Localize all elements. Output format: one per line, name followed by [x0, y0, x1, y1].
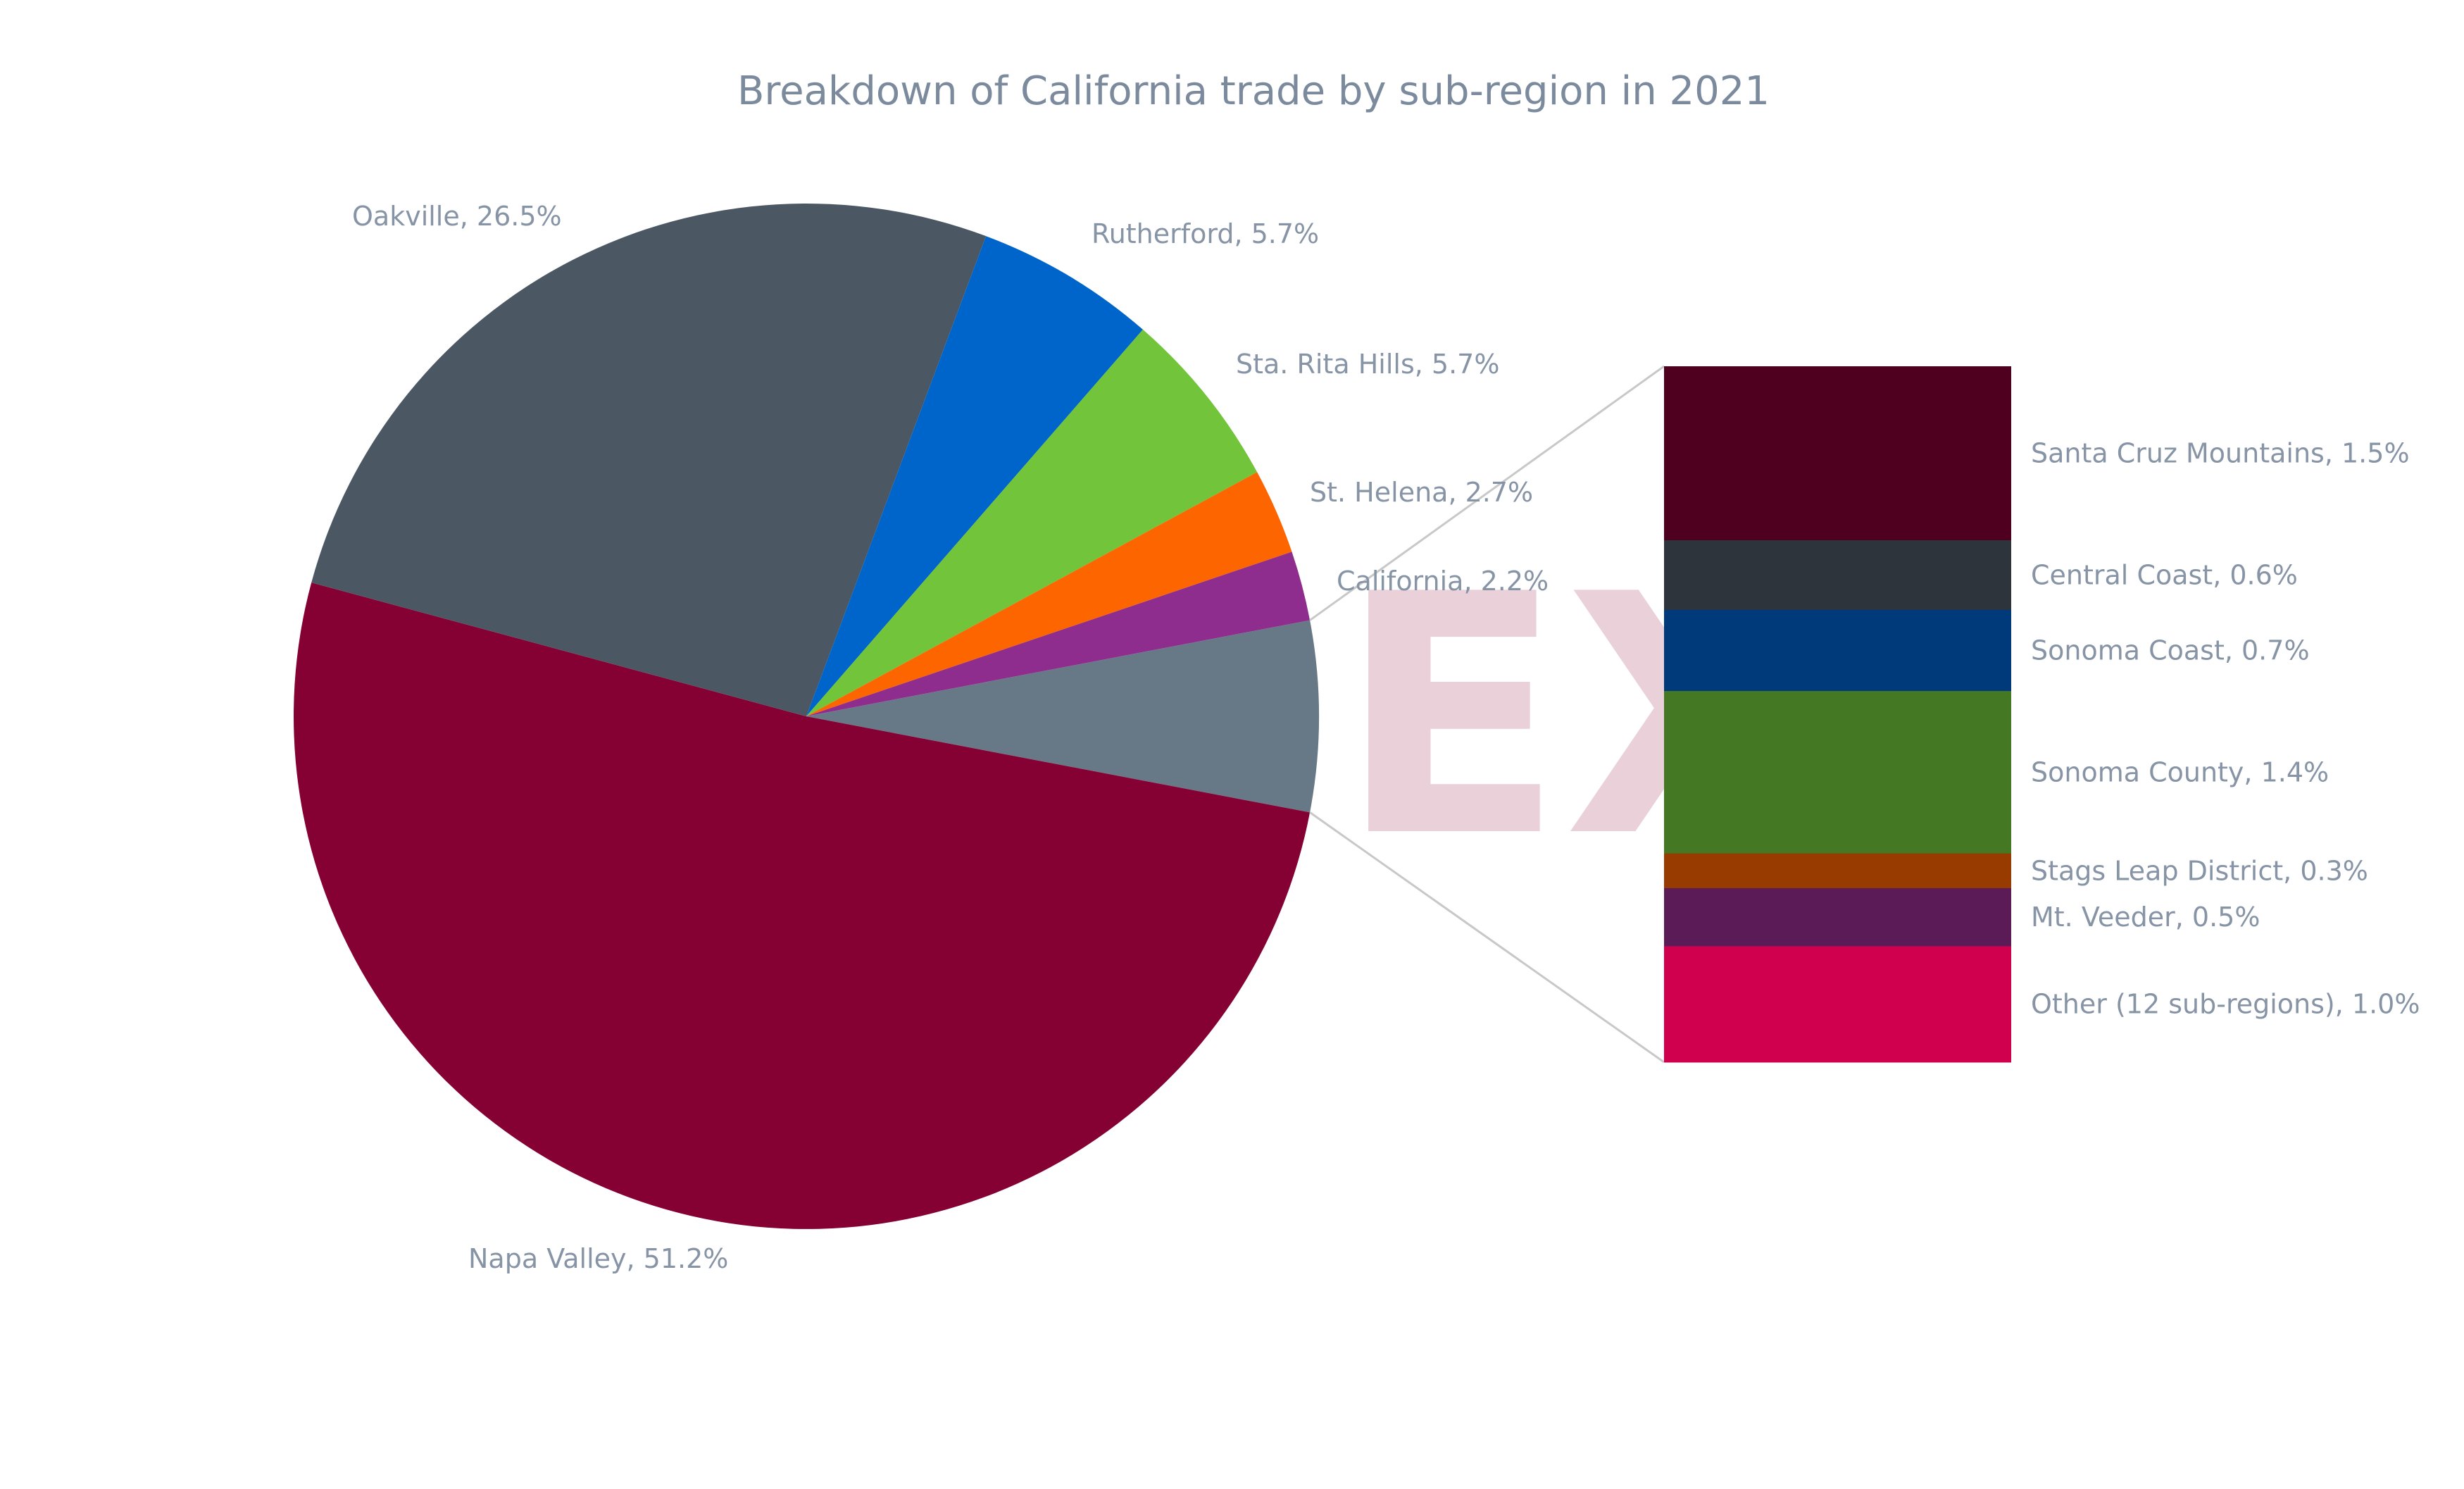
- bar-segment-mt-veeder: [1664, 888, 2011, 947]
- connector-line-bottom: [1309, 811, 1665, 1064]
- pie-slice-napa-valley: [294, 582, 1311, 1229]
- slice-label-rutherford: Rutherford, 5.7%: [1092, 218, 1319, 249]
- labels: Napa Valley, 51.2% Oakville, 26.5% Rutherf…: [352, 201, 2420, 1274]
- pie-slice-sta-rita-hills: [806, 329, 1258, 716]
- bar-segment-stags-leap-district: [1664, 853, 2011, 889]
- pie: [294, 203, 1320, 1229]
- bar-label-stags-leap-district: Stags Leap District, 0.3%: [2031, 855, 2368, 886]
- bar-label-sonoma-county: Sonoma County, 1.4%: [2031, 756, 2329, 787]
- bar-segment-sonoma-county: [1664, 691, 2011, 854]
- bar-label-sonoma-coast: Sonoma Coast, 0.7%: [2031, 635, 2310, 666]
- connector-lines: [1309, 365, 1665, 1064]
- bar-label-central-coast: Central Coast, 0.6%: [2031, 559, 2298, 590]
- bar-label-mt-veeder: Mt. Veeder, 0.5%: [2031, 902, 2260, 933]
- bar-label-santa-cruz-mountains: Santa Cruz Mountains, 1.5%: [2031, 438, 2410, 469]
- bar-label-other-12-sub-regions: Other (12 sub-regions), 1.0%: [2031, 989, 2420, 1020]
- slice-label-napa-valley: Napa Valley, 51.2%: [468, 1243, 728, 1274]
- slice-label-california: California, 2.2%: [1337, 566, 1549, 597]
- pie-slice-california: [806, 552, 1311, 716]
- bar-segment-other-12-sub-regions: [1664, 946, 2011, 1063]
- pie-slice-st-helena: [806, 472, 1292, 716]
- pie-slice-rutherford: [806, 236, 1143, 716]
- bar-segment-santa-cruz-mountains: [1664, 366, 2011, 541]
- pie-slice-oakville: [311, 203, 987, 717]
- pie-slice-other: [806, 620, 1320, 813]
- slice-label-st-helena: St. Helena, 2.7%: [1310, 477, 1533, 508]
- slice-label-oakville: Oakville, 26.5%: [352, 201, 562, 232]
- slice-label-sta-rita-hills: Sta. Rita Hills, 5.7%: [1236, 349, 1499, 380]
- connector-line-top: [1309, 365, 1665, 621]
- breakdown-bar: [1664, 366, 2011, 1063]
- bar-segment-sonoma-coast: [1664, 609, 2011, 692]
- bar-segment-central-coast: [1664, 540, 2011, 611]
- chart-title: Breakdown of California trade by sub-reg…: [737, 68, 1770, 114]
